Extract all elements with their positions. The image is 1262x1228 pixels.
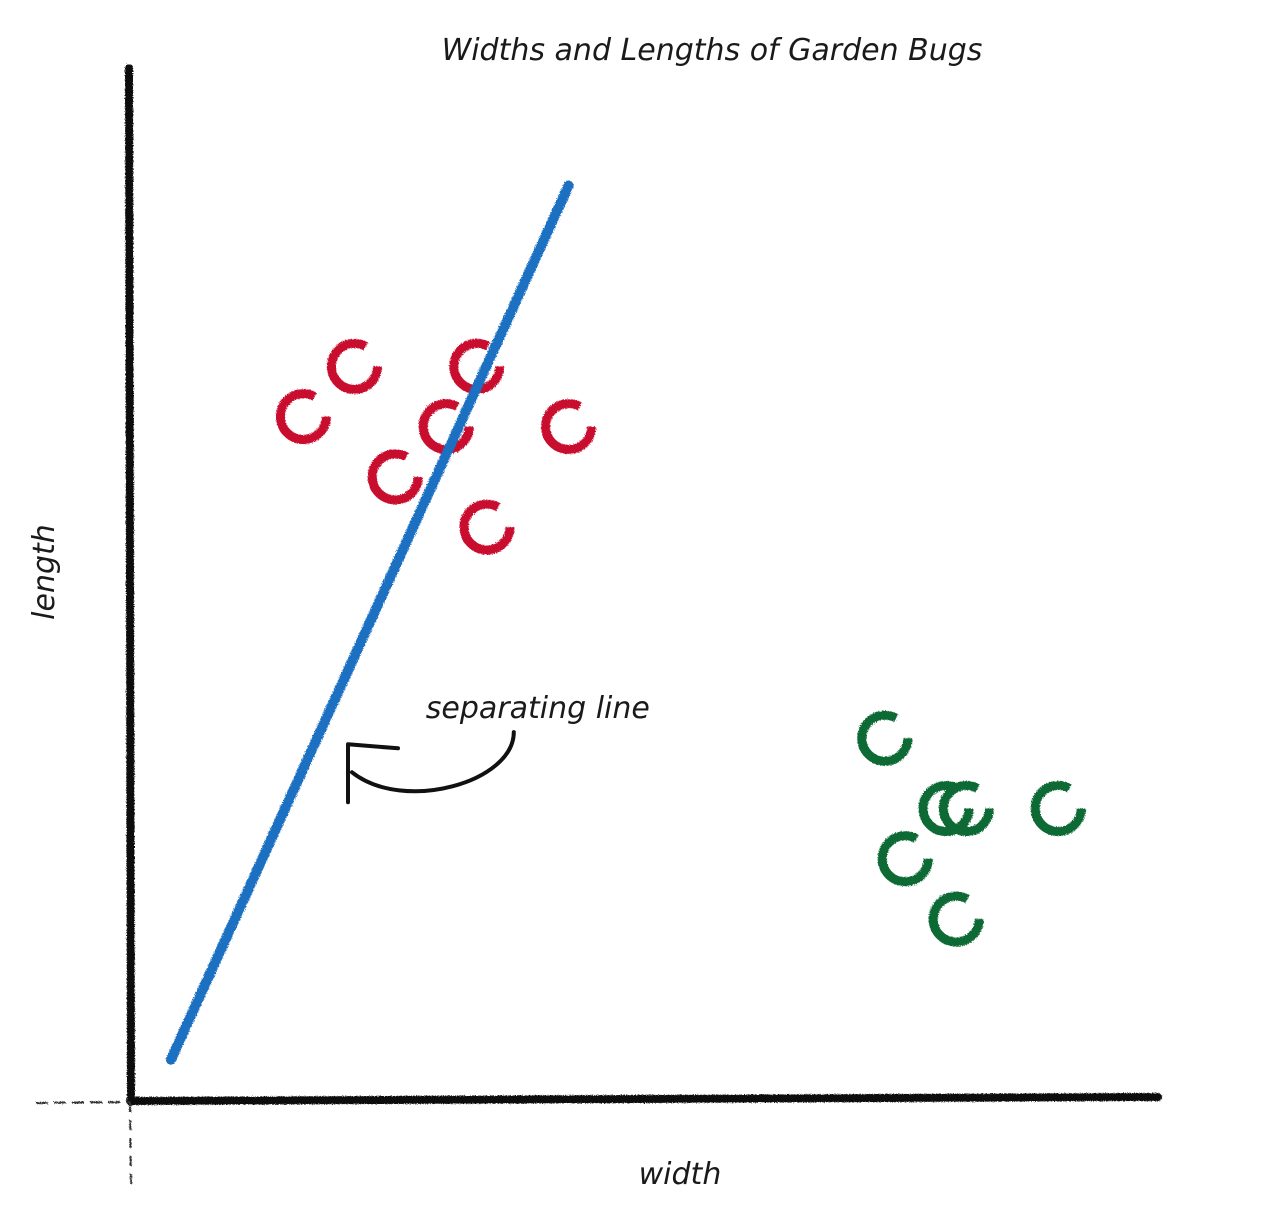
- data-point: [326, 338, 382, 394]
- plot-area: separating line: [165, 180, 1086, 1065]
- data-point: [918, 781, 974, 836]
- separating-line: [165, 180, 574, 1065]
- x-axis-label: width: [639, 1157, 722, 1192]
- data-point: [877, 831, 933, 887]
- x-axis-sketch-tail: [35, 1101, 131, 1104]
- y-axis-label: length: [27, 524, 62, 620]
- series-2: [857, 710, 1086, 947]
- chart-title: Widths and Lengths of Garden Bugs: [442, 33, 983, 68]
- points: [275, 338, 1086, 947]
- axes: [35, 64, 1162, 1189]
- annotation-arrowhead: [346, 742, 400, 805]
- x-axis: [126, 1093, 1162, 1105]
- data-point: [857, 710, 913, 766]
- annotation-label: separating line: [426, 691, 650, 726]
- data-point: [275, 389, 331, 445]
- data-point: [928, 891, 984, 947]
- data-point: [541, 399, 597, 455]
- annotation-arrow: [350, 730, 516, 794]
- series-1: [275, 338, 597, 555]
- data-point: [1030, 781, 1086, 836]
- data-point: [459, 499, 515, 555]
- data-point: [367, 449, 423, 505]
- data-point: [938, 781, 994, 836]
- y-axis-sketch-tail: [129, 1101, 132, 1189]
- y-axis: [125, 64, 135, 1106]
